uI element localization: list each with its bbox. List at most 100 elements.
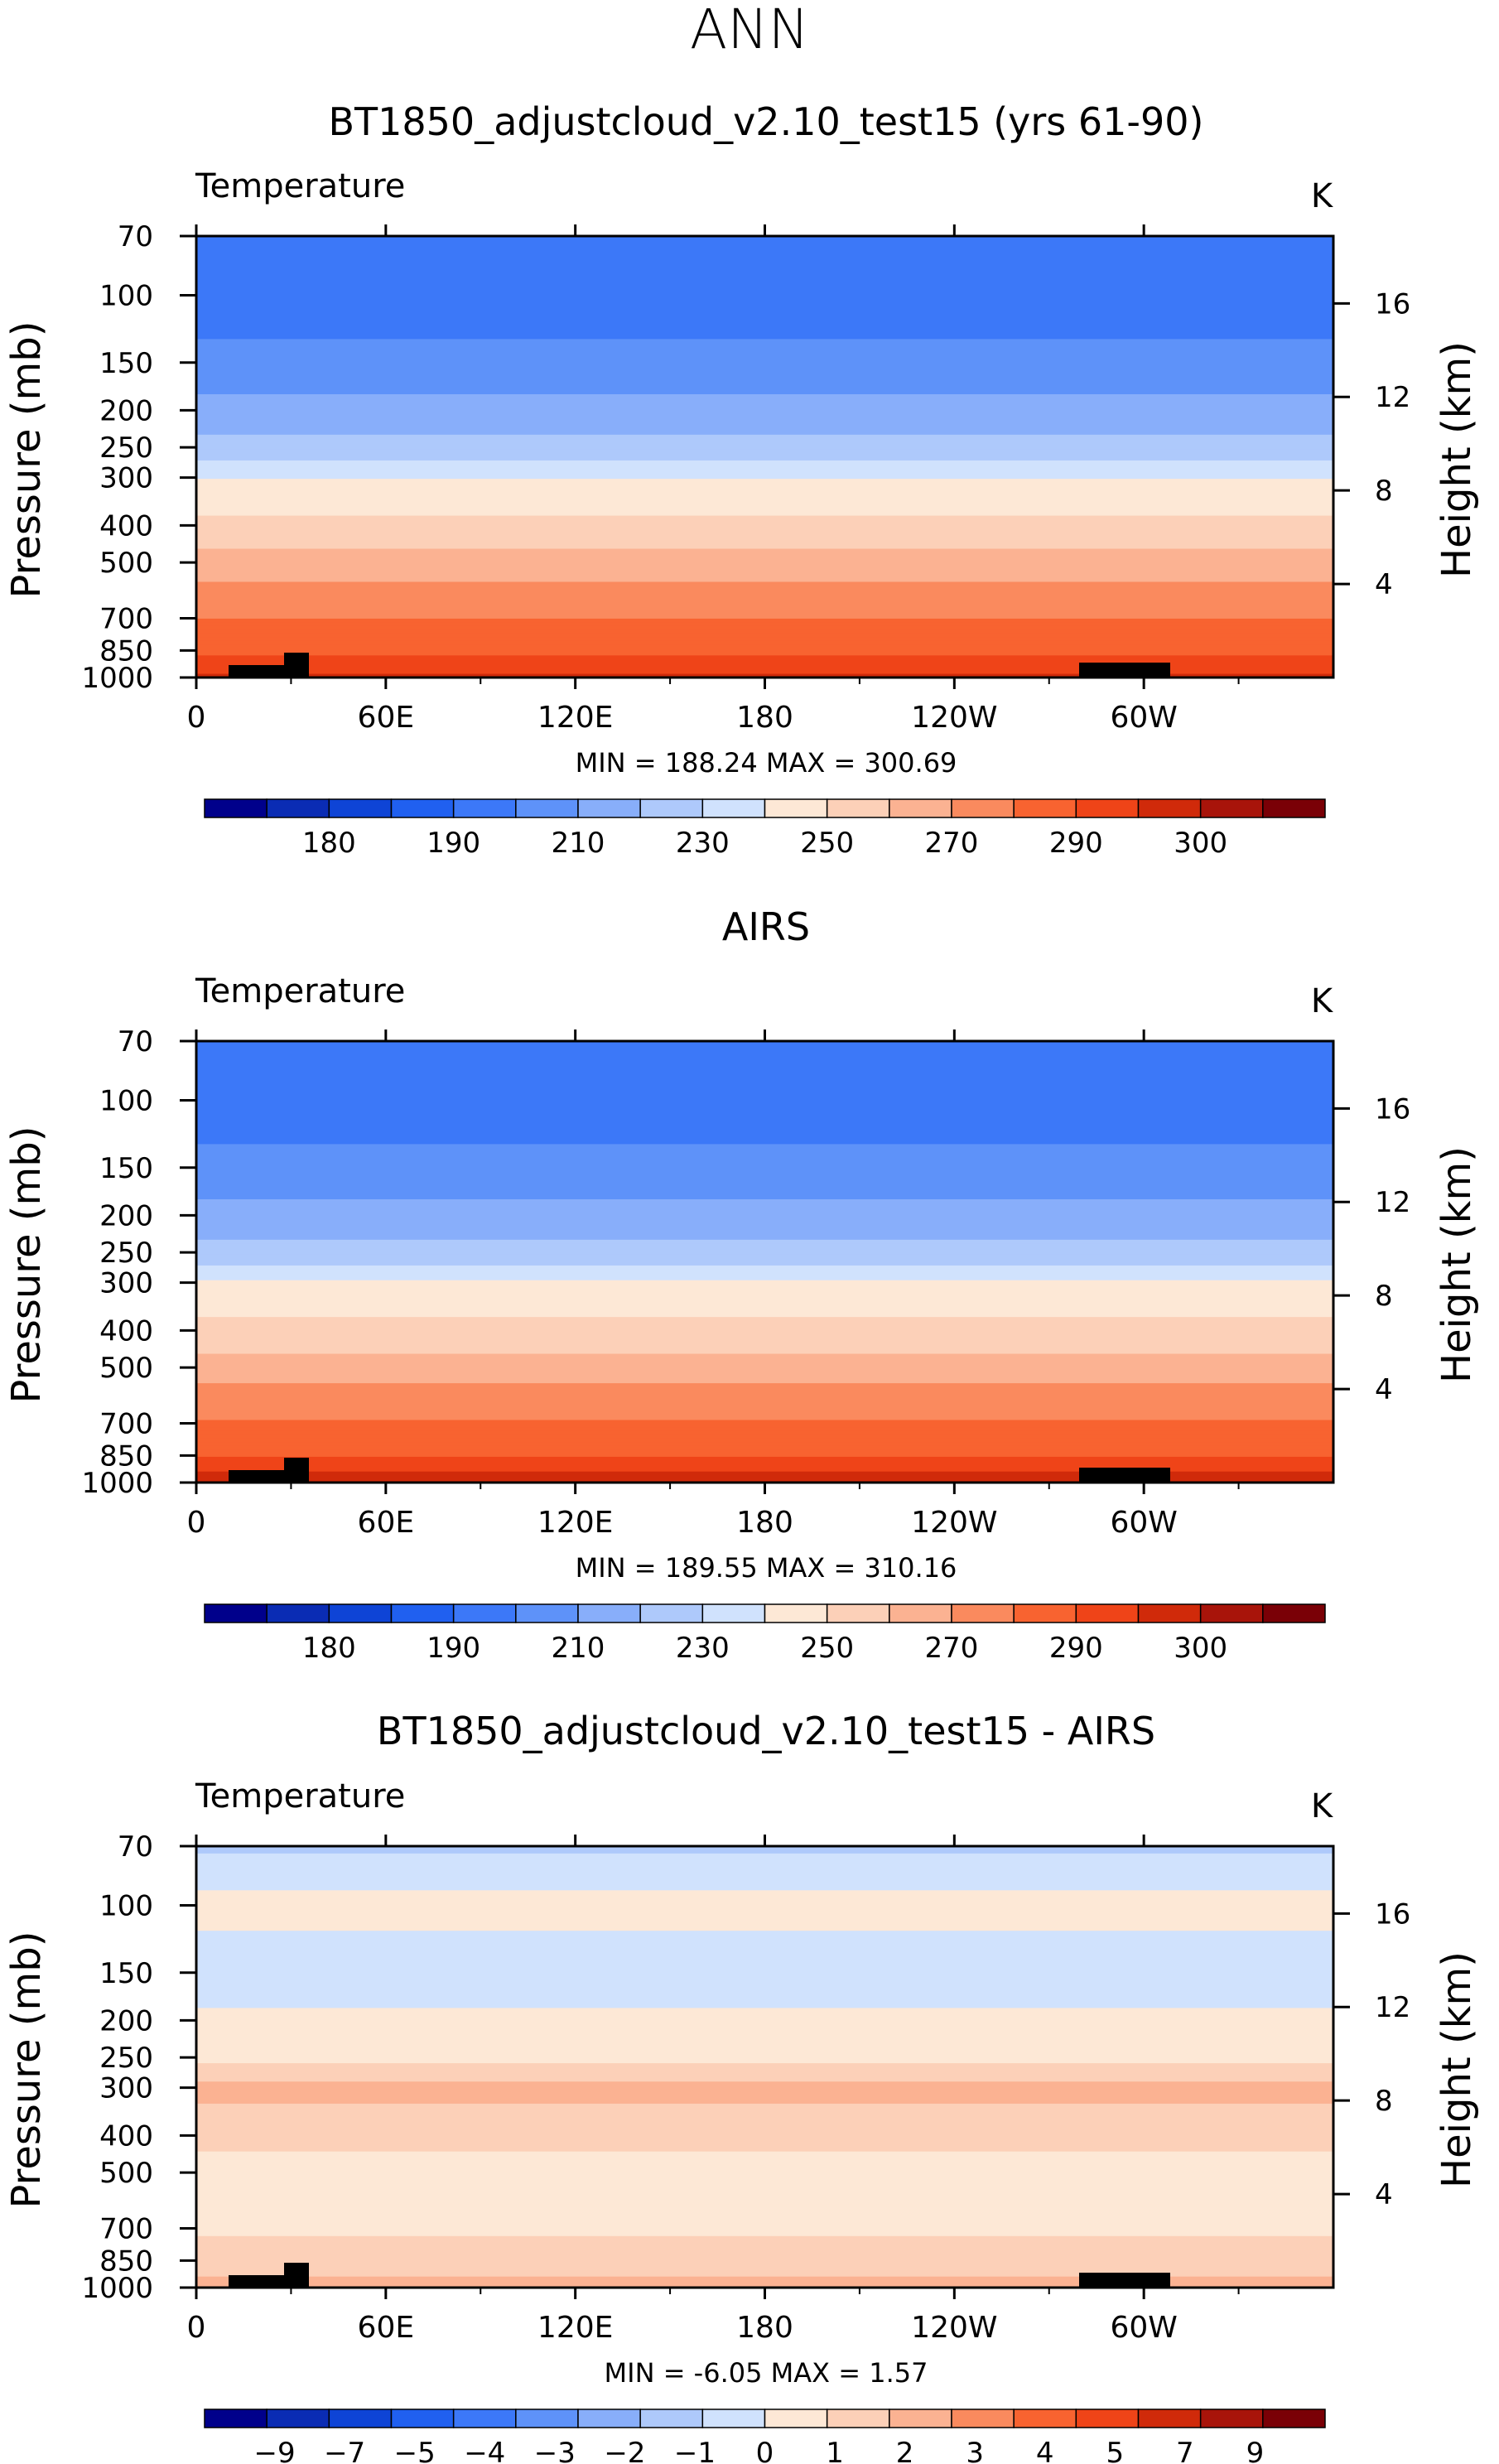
min-max-stats: MIN = 188.24 MAX = 300.69 [576,747,957,779]
colorbar-box [515,798,579,818]
contour-band [196,1978,1333,1983]
colorbar-box [1262,2409,1326,2428]
contour-band [196,2077,1333,2082]
contour-band [196,1114,1333,1119]
panel-model: BT1850_adjustcloud_v2.10_test15 (yrs 61-… [3,99,1480,860]
contour-band [196,1960,1333,1965]
contour-band [196,283,1333,288]
contour-band [196,1251,1333,1256]
contour-band [196,364,1333,369]
contour-band [196,1269,1333,1274]
y2-tick-label: 8 [1375,1280,1393,1313]
contour-band [196,1397,1333,1402]
colorbar-box [701,2409,766,2428]
contour-band [196,571,1333,576]
terrain-mask [229,665,296,677]
contour-band [196,563,1333,568]
contour-band [196,2155,1333,2160]
contour-band [196,1151,1333,1156]
colorbar-box [577,2409,641,2428]
contour-band [196,339,1333,344]
y-tick-label: 300 [99,1267,153,1300]
contour-band [196,2221,1333,2226]
x-tick-label: 0 [187,701,206,735]
contour-band [196,287,1333,292]
contour-band [196,1313,1333,1318]
contour-band [196,2283,1333,2288]
contour-band [196,2177,1333,2182]
plot-fill [196,236,1333,678]
y-tick-label: 400 [99,2119,153,2153]
contour-band [196,368,1333,373]
contour-band [196,1328,1333,1333]
y2-tick-label: 4 [1375,568,1393,601]
contour-band [196,2265,1333,2270]
contour-band [196,2008,1333,2013]
unit-label: K [1311,177,1334,215]
contour-band [196,387,1333,392]
contour-band [196,1331,1333,1336]
contour-band [196,1390,1333,1395]
colorbar-label: 7 [1176,2437,1194,2464]
contour-band [196,530,1333,535]
colorbar-label: 300 [1174,827,1227,860]
contour-band [196,2044,1333,2049]
page-title: ANN [690,0,809,61]
contour-band [196,1449,1333,1454]
contour-band [196,2235,1333,2240]
contour-band [196,2085,1333,2090]
contour-band [196,2114,1333,2119]
contour-band [196,335,1333,340]
contour-band [196,1931,1333,1936]
contour-band [196,1243,1333,1248]
x-tick-label: 120E [537,701,613,735]
contour-band [196,2202,1333,2207]
colorbar-box [328,798,393,818]
contour-band [196,1901,1333,1906]
colorbar-box [889,1603,952,1623]
colorbar-box [1262,1603,1326,1623]
contour-band [196,309,1333,314]
contour-band [196,1088,1333,1093]
x-tick-label: 60E [358,701,415,735]
x-tick-label: 60E [358,2311,415,2345]
contour-band [196,523,1333,528]
contour-band [196,1394,1333,1399]
contour-band [196,655,1333,660]
contour-band [196,2118,1333,2123]
variable-label: Temperature [195,1777,405,1815]
contour-band [196,2096,1333,2101]
contour-band [196,1198,1333,1204]
terrain-mask [284,1458,309,1483]
contour-band [196,1118,1333,1123]
contour-band [196,1971,1333,1976]
contour-band [196,1368,1333,1373]
colorbar-label: −9 [254,2437,296,2464]
contour-band [196,592,1333,597]
y-tick-label: 150 [99,1152,153,1185]
colorbar-label: −5 [394,2437,436,2464]
contour-band [196,548,1333,553]
colorbar-label: 210 [552,1632,605,1665]
colorbar-label: 230 [676,1632,730,1665]
colorbar-box [1013,2409,1077,2428]
min-max-stats: MIN = 189.55 MAX = 310.16 [576,1552,957,1584]
contour-band [196,1997,1333,2002]
colorbar-label: 300 [1174,1632,1227,1665]
contour-band [196,1335,1333,1340]
contour-band [196,515,1333,520]
contour-band [196,2173,1333,2178]
contour-band [196,1945,1333,1950]
colorbar-box [204,798,268,818]
contour-band [196,2059,1333,2064]
panel-title: BT1850_adjustcloud_v2.10_test15 (yrs 61-… [328,99,1203,144]
contour-band [196,611,1333,616]
contour-band [196,1949,1333,1954]
contour-band [196,467,1333,472]
y-tick-label: 200 [99,1199,153,1232]
y2-tick-label: 16 [1375,1897,1410,1931]
contour-band [196,401,1333,406]
panel-title: AIRS [722,904,810,949]
y-tick-label: 250 [99,2042,153,2075]
